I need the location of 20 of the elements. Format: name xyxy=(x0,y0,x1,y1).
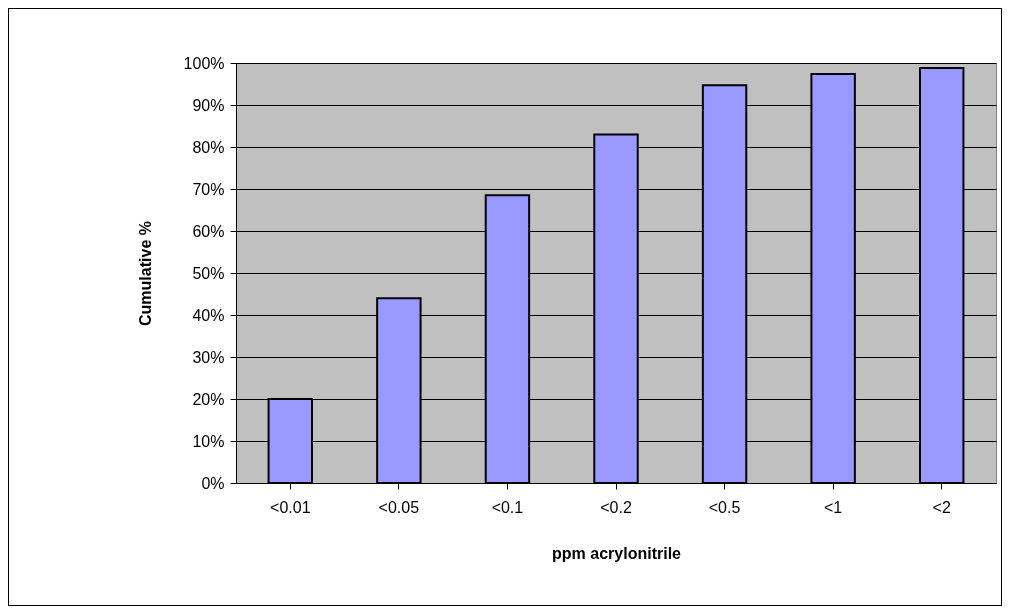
x-axis-title: ppm acrylonitrile xyxy=(552,544,682,562)
x-tick-label: <0.05 xyxy=(378,498,420,516)
y-tick-label: 40% xyxy=(192,306,225,324)
y-tick-label: 100% xyxy=(183,54,225,72)
x-tick-label: <0.1 xyxy=(491,498,524,516)
x-tick-label: <0.2 xyxy=(600,498,632,516)
x-tick-label: <1 xyxy=(824,498,843,516)
y-tick-label: 0% xyxy=(201,474,225,492)
y-axis-title: Cumulative % xyxy=(136,221,154,326)
x-tick-label: <0.5 xyxy=(708,498,741,516)
y-tick-label: 60% xyxy=(192,222,225,240)
y-tick-label: 20% xyxy=(192,390,225,408)
y-tick-label: 70% xyxy=(192,180,225,198)
x-tick-label: <0.01 xyxy=(270,498,311,516)
y-tick-label: 50% xyxy=(192,264,225,282)
y-tick-label: 10% xyxy=(192,432,225,450)
x-tick-label: <2 xyxy=(932,498,951,516)
y-tick-label: 30% xyxy=(192,348,225,366)
y-tick-label: 80% xyxy=(192,138,225,156)
y-tick-label: 90% xyxy=(192,96,225,114)
